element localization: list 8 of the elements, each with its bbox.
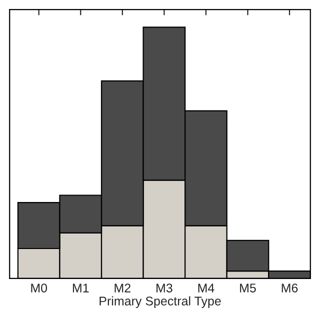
x-tick-label: M2: [114, 284, 130, 292]
x-axis-title: Primary Spectral Type: [100, 296, 221, 308]
x-tick-label: M0: [31, 284, 48, 292]
x-tick-label: M6: [282, 284, 298, 292]
x-tick-label: M3: [156, 284, 172, 292]
x-tick-label: M4: [198, 284, 214, 292]
x-tick-label: M5: [240, 284, 256, 292]
x-tick-label: M1: [72, 284, 89, 292]
